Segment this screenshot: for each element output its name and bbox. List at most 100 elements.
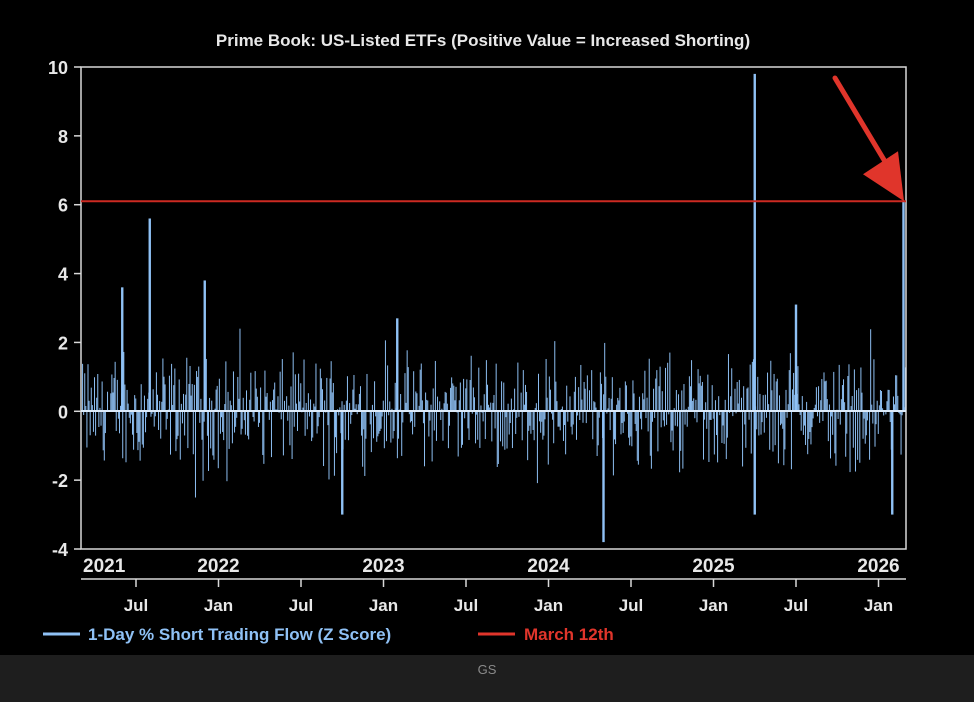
- series-bar: [566, 385, 568, 412]
- series-bar: [692, 400, 694, 412]
- series-bar: [659, 366, 661, 412]
- series-bar: [187, 411, 189, 449]
- series-bar: [366, 373, 368, 412]
- series-bar: [799, 411, 801, 415]
- series-bar: [150, 411, 152, 417]
- series-bar: [535, 403, 537, 412]
- year-label: 2024: [527, 556, 570, 577]
- series-bar: [107, 391, 109, 412]
- series-bar: [579, 411, 581, 421]
- series-bar: [571, 411, 573, 435]
- series-bar: [242, 397, 244, 412]
- series-bar: [406, 350, 408, 412]
- series-bar: [558, 411, 560, 427]
- series-bar: [596, 411, 598, 457]
- series-bar: [883, 411, 885, 416]
- series-bar: [341, 401, 343, 412]
- series-bar: [508, 411, 510, 435]
- series-bar: [654, 411, 656, 418]
- series-bar: [576, 411, 577, 440]
- series-bar: [466, 379, 468, 412]
- series-bar: [838, 364, 840, 412]
- series-bar: [323, 411, 325, 467]
- series-bar: [861, 392, 863, 412]
- series-bar: [691, 360, 693, 412]
- series-bar: [650, 411, 652, 469]
- series-bar: [419, 369, 421, 412]
- series-bar: [764, 394, 766, 412]
- series-bar: [159, 401, 161, 412]
- series-bar: [308, 411, 310, 417]
- series-bar: [356, 411, 358, 415]
- series-bar: [362, 411, 364, 467]
- legend-label-flow: 1-Day % Short Trading Flow (Z Score): [88, 625, 391, 644]
- series-bar: [240, 411, 242, 435]
- series-bar: [300, 383, 302, 412]
- series-bar: [572, 411, 574, 425]
- series-bar: [101, 381, 103, 412]
- series-bar: [900, 411, 902, 455]
- series-bar: [376, 411, 378, 442]
- series-bar: [787, 404, 789, 412]
- series-bar: [132, 411, 133, 435]
- series-bar: [190, 395, 192, 412]
- series-bar: [515, 411, 517, 434]
- series-bar: [492, 402, 494, 412]
- series-bar: [520, 392, 522, 412]
- series-bar: [333, 411, 335, 476]
- series-bar: [741, 397, 742, 412]
- series-bar: [452, 383, 454, 412]
- series-bar: [123, 351, 125, 412]
- series-bar: [282, 411, 284, 456]
- series-bar: [454, 400, 456, 412]
- series-bar: [881, 391, 883, 412]
- series-bar: [860, 367, 862, 412]
- series-bar: [445, 392, 447, 412]
- series-bar: [719, 411, 721, 416]
- series-bar: [469, 380, 471, 412]
- series-bar: [222, 411, 224, 432]
- month-tick-label: Jul: [784, 596, 809, 615]
- series-bar: [752, 359, 754, 412]
- series-bar: [302, 407, 304, 412]
- series-bar: [168, 375, 170, 412]
- series-bar: [98, 411, 100, 427]
- series-bar: [352, 389, 354, 412]
- series-bar: [627, 411, 628, 414]
- series-bar: [170, 411, 171, 455]
- series-bar: [439, 401, 441, 412]
- series-bar: [549, 389, 551, 412]
- series-bar: [243, 411, 245, 421]
- series-bar: [725, 411, 727, 460]
- series-bar: [468, 411, 470, 440]
- series-bar: [776, 378, 778, 412]
- series-bar: [892, 396, 894, 412]
- series-bar: [135, 398, 137, 412]
- series-bar: [707, 374, 709, 412]
- series-bar: [878, 405, 880, 412]
- series-bar: [541, 411, 543, 422]
- series-bar: [420, 363, 422, 412]
- series-bar: [409, 411, 411, 423]
- series-bar: [695, 399, 697, 412]
- series-bar: [252, 411, 254, 417]
- series-bar: [670, 411, 672, 443]
- series-bar: [283, 400, 285, 412]
- series-bar: [683, 384, 685, 412]
- series-bar: [353, 374, 355, 412]
- series-bar: [770, 360, 772, 412]
- series-bar: [358, 393, 360, 412]
- series-bar: [699, 375, 701, 412]
- series-bar: [625, 385, 627, 412]
- series-bar: [400, 394, 402, 412]
- series-bar: [603, 394, 605, 412]
- series-bar: [250, 372, 252, 412]
- series-bar: [598, 411, 600, 418]
- series-spike-bar: [396, 318, 399, 412]
- series-bar: [666, 411, 668, 425]
- series-bar: [583, 381, 585, 412]
- series-bar: [289, 411, 291, 446]
- series-bar: [841, 385, 843, 412]
- series-bar: [189, 365, 191, 412]
- series-bar: [117, 411, 119, 419]
